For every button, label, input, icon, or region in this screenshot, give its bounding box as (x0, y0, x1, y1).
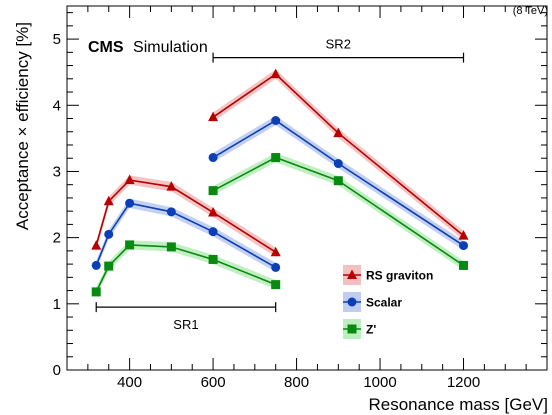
legend: RS graviton Scalar Z' (343, 265, 433, 339)
x-tick-label: 400 (117, 374, 142, 391)
data-point (459, 260, 469, 270)
legend-label: Scalar (366, 296, 402, 310)
series-lines (95, 73, 465, 293)
series-line (212, 156, 464, 267)
data-point (166, 242, 176, 252)
data-point (459, 241, 469, 251)
data-point (333, 127, 344, 138)
experiment-name: CMS (88, 39, 124, 56)
y-tick-label: 3 (53, 163, 61, 180)
data-point (333, 176, 343, 186)
cms-label: CMS Simulation (88, 39, 208, 56)
x-axis-label: Resonance mass [GeV] (368, 395, 548, 414)
legend-label: RS graviton (366, 269, 433, 283)
legend-marker (347, 297, 357, 307)
experiment-suffix: Simulation (133, 39, 208, 56)
data-point (91, 240, 102, 250)
x-tick-label: 600 (201, 374, 226, 391)
y-tick-label: 5 (53, 31, 61, 48)
series-markers (91, 68, 469, 297)
data-point (208, 254, 218, 264)
data-point (208, 206, 219, 217)
plot-frame (66, 5, 548, 371)
data-point (104, 229, 114, 239)
axis-ticks: 400 600 800 1000 1200 0 1 2 3 4 5 (53, 6, 548, 391)
y-tick-label: 2 (53, 230, 61, 247)
region-label: SR1 (173, 317, 198, 332)
x-tick-label: 800 (284, 374, 309, 391)
legend-marker (347, 324, 357, 334)
uncertainty-band (213, 69, 464, 241)
data-point (271, 262, 281, 272)
data-point (271, 280, 281, 290)
data-point (458, 230, 469, 240)
data-point (104, 261, 114, 271)
y-tick-label: 4 (53, 97, 61, 114)
y-tick-label: 0 (53, 362, 61, 379)
data-point (91, 287, 101, 297)
data-point (125, 240, 135, 250)
x-tick-label: 1200 (447, 374, 480, 391)
data-point (270, 246, 281, 257)
region-label: SR2 (326, 37, 351, 52)
uncertainty-band (96, 175, 276, 257)
data-point (103, 195, 114, 206)
signal-regions: SR1 SR2 (95, 37, 465, 332)
y-tick-label: 1 (53, 296, 61, 313)
series-line (212, 119, 464, 247)
data-point (271, 115, 281, 125)
series-line (95, 202, 277, 269)
data-point (208, 111, 219, 122)
data-point (270, 68, 281, 79)
data-point (271, 153, 281, 163)
data-point (333, 159, 343, 169)
data-point (166, 181, 177, 191)
legend-marker (347, 269, 357, 279)
data-point (166, 207, 176, 217)
energy-label: (8 TeV) (513, 5, 548, 17)
data-point (125, 198, 135, 208)
data-point (208, 186, 218, 196)
y-axis-label: Acceptance × efficiency [%] (13, 22, 32, 230)
data-point (208, 227, 218, 237)
data-point (124, 174, 135, 185)
data-point (208, 153, 218, 163)
series-line (212, 73, 465, 237)
series-line (95, 179, 277, 253)
legend-label: Z' (366, 323, 376, 337)
data-point (91, 260, 101, 270)
x-tick-label: 1000 (363, 374, 396, 391)
